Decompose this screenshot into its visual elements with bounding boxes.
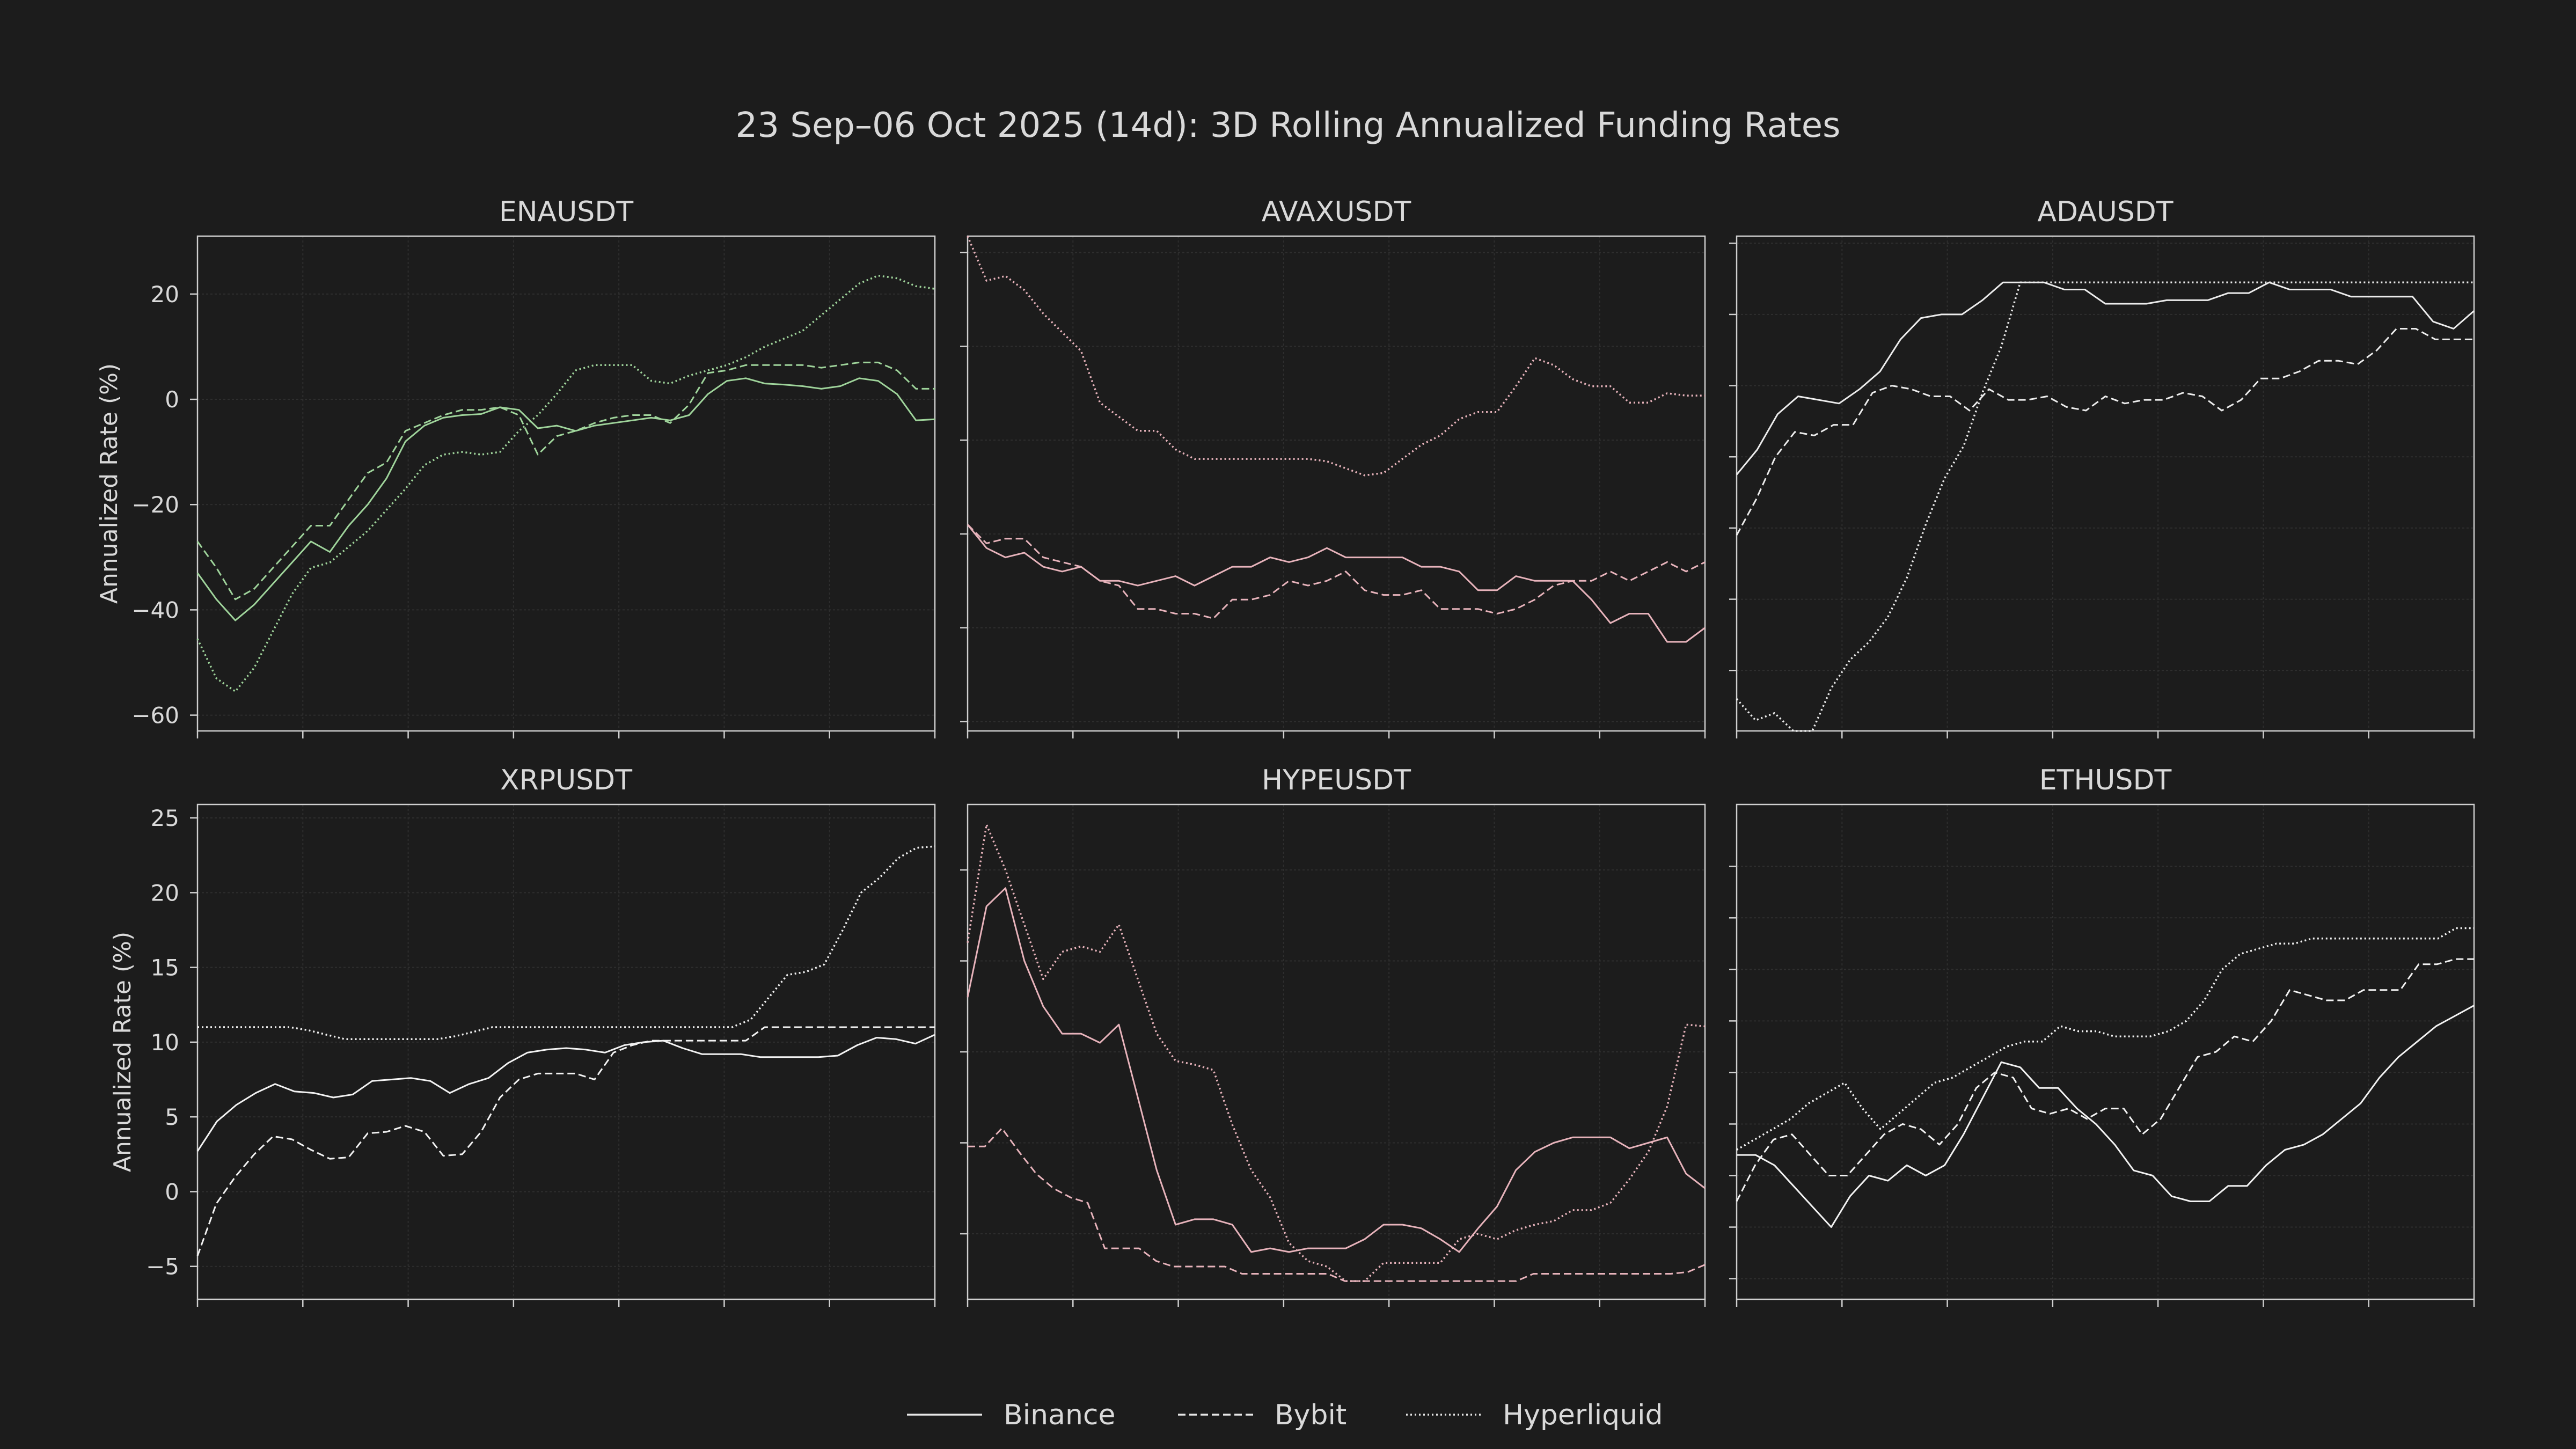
legend-label-hyperliquid: Hyperliquid (1503, 1399, 1663, 1431)
y-axis-label: Annualized Rate (%) (96, 363, 123, 604)
series-line-hyperliquid (1736, 281, 2474, 732)
series-line-bybit (196, 1026, 935, 1256)
series-line-hyperliquid (197, 845, 935, 1041)
series-line-bybit (196, 361, 935, 601)
subplot-avaxusdt: AVAXUSDT (960, 196, 1706, 738)
figure-title: 23 Sep–06 Oct 2025 (14d): 3D Rolling Ann… (736, 106, 1841, 145)
legend-label-binance: Binance (1004, 1399, 1115, 1431)
axes-frame (1736, 803, 2475, 1300)
y-tick-label: −20 (131, 492, 179, 518)
y-tick-label: 5 (165, 1104, 179, 1130)
axes-frame (196, 803, 936, 1300)
axes-frame (196, 235, 936, 732)
subplot-xrpusdt: 25 20 15 10 5 0 −5 XRPUSDT Annualized Rate (%) (109, 764, 936, 1307)
series-line-binance (967, 887, 1706, 1253)
subplot-title: XRPUSDT (500, 764, 632, 796)
y-tick-label: 15 (151, 955, 179, 981)
y-tick-label: −60 (131, 702, 179, 729)
subplot-adausdt: ADAUSDT (1729, 196, 2475, 738)
subplot-title: ETHUSDT (2039, 764, 2172, 796)
series-line-hyperliquid (967, 823, 1706, 1282)
y-tick-label: 20 (151, 281, 179, 308)
legend: Binance Bybit Hyperliquid (907, 1399, 1663, 1431)
y-axis-label: Annualized Rate (%) (109, 932, 136, 1172)
y-tick-label: 0 (165, 1179, 179, 1205)
y-tick-label: 20 (151, 880, 179, 906)
subplot-hypeusdt: HYPEUSDT (960, 764, 1706, 1307)
subplot-title: AVAXUSDT (1262, 196, 1411, 228)
series-line-bybit (967, 524, 1706, 619)
axes-frame (1736, 235, 2475, 732)
series-line-binance (196, 1034, 935, 1152)
legend-label-bybit: Bybit (1275, 1399, 1346, 1431)
series-line-binance (1737, 1005, 2475, 1228)
subplot-title: ADAUSDT (2037, 196, 2173, 228)
series-line-hyperliquid (967, 236, 1705, 477)
subplot-grid: 20 0 −20 −40 −60 ENAUSDT Annualized Rate (%) AV… (96, 196, 2475, 1307)
subplot-title: HYPEUSDT (1262, 764, 1411, 796)
subplot-enausdt: 20 0 −20 −40 −60 ENAUSDT Annualized Rate (%) (96, 196, 936, 738)
y-tick-label: 0 (165, 386, 179, 413)
y-tick-label: −40 (131, 597, 179, 623)
y-tick-label: 10 (151, 1029, 179, 1056)
series-line-binance (196, 377, 935, 621)
series-line-bybit (1736, 958, 2474, 1202)
series-line-bybit (1736, 328, 2474, 536)
axes-frame (967, 803, 1706, 1300)
axes-frame (967, 235, 1706, 732)
y-tick-label: 25 (151, 805, 179, 831)
series-line-binance (1736, 281, 2475, 475)
series-line-bybit (968, 1127, 1706, 1282)
subplot-ethusdt: ETHUSDT (1729, 764, 2475, 1307)
y-tick-label: −5 (146, 1254, 179, 1280)
subplot-title: ENAUSDT (499, 196, 633, 228)
